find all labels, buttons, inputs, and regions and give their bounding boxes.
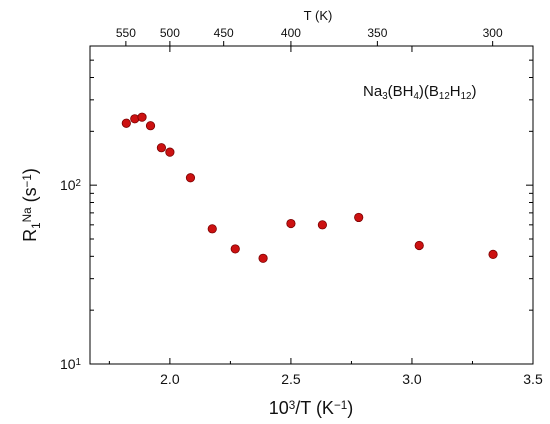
compound-annotation: Na3(BH4)(B12H12) — [363, 83, 476, 102]
top-tick-label: 300 — [483, 26, 503, 40]
label-part: H — [450, 83, 461, 100]
data-point — [156, 143, 167, 153]
data-point — [185, 173, 196, 183]
label-part: 3 — [289, 399, 296, 412]
label-part: Na — [363, 83, 383, 100]
data-point — [207, 224, 217, 234]
top-tick-label: 500 — [160, 26, 180, 40]
y-axis-title: R1Na (s−1) — [20, 168, 43, 242]
label-part: ) — [20, 168, 40, 174]
x-tick-label: 2.5 — [281, 371, 301, 387]
plot-frame — [89, 45, 534, 365]
label-part: 1 — [30, 222, 43, 229]
top-axis-title: T (K) — [304, 8, 333, 23]
y-tick-label: 102 — [60, 177, 81, 193]
data-points — [121, 112, 498, 263]
data-point — [258, 253, 268, 263]
y-tick-exponent: 1 — [76, 357, 81, 368]
label-part: (s — [20, 187, 40, 207]
label-part: R — [20, 229, 40, 242]
y-tick-label: 101 — [60, 356, 81, 372]
label-part: −1 — [334, 399, 347, 412]
label-part: 12 — [439, 91, 450, 102]
data-point — [488, 249, 498, 260]
label-part: /T (K — [295, 398, 334, 418]
label-part: 12 — [461, 91, 472, 102]
data-point — [317, 220, 327, 230]
top-tick-label: 400 — [281, 26, 301, 40]
label-part: ) — [471, 83, 476, 100]
y-tick-base: 10 — [60, 356, 76, 372]
label-part: (BH — [388, 83, 414, 100]
top-tick-label: 350 — [367, 26, 387, 40]
label-part: ) — [347, 398, 353, 418]
x-tick-label: 3.5 — [523, 371, 543, 387]
label-part: −1 — [21, 174, 34, 187]
data-point — [414, 240, 424, 251]
data-point — [230, 244, 240, 254]
label-part: Na — [21, 207, 34, 222]
data-point — [145, 121, 156, 131]
y-tick-exponent: 2 — [76, 178, 81, 189]
x-tick-label: 2.0 — [160, 371, 180, 387]
label-part: )(B — [419, 83, 439, 100]
label-part: 4 — [413, 91, 419, 102]
top-tick-label: 450 — [214, 26, 234, 40]
x-axis-title: 103/T (K−1) — [269, 398, 354, 418]
label-part: 10 — [269, 398, 289, 418]
y-tick-base: 10 — [60, 177, 76, 193]
top-tick-label: 550 — [116, 26, 136, 40]
data-point — [286, 218, 296, 229]
data-point — [121, 118, 131, 128]
x-tick-label: 3.0 — [402, 371, 422, 387]
data-point — [354, 212, 364, 223]
data-point — [165, 147, 175, 157]
label-part: 3 — [382, 91, 387, 102]
data-point — [137, 112, 147, 122]
